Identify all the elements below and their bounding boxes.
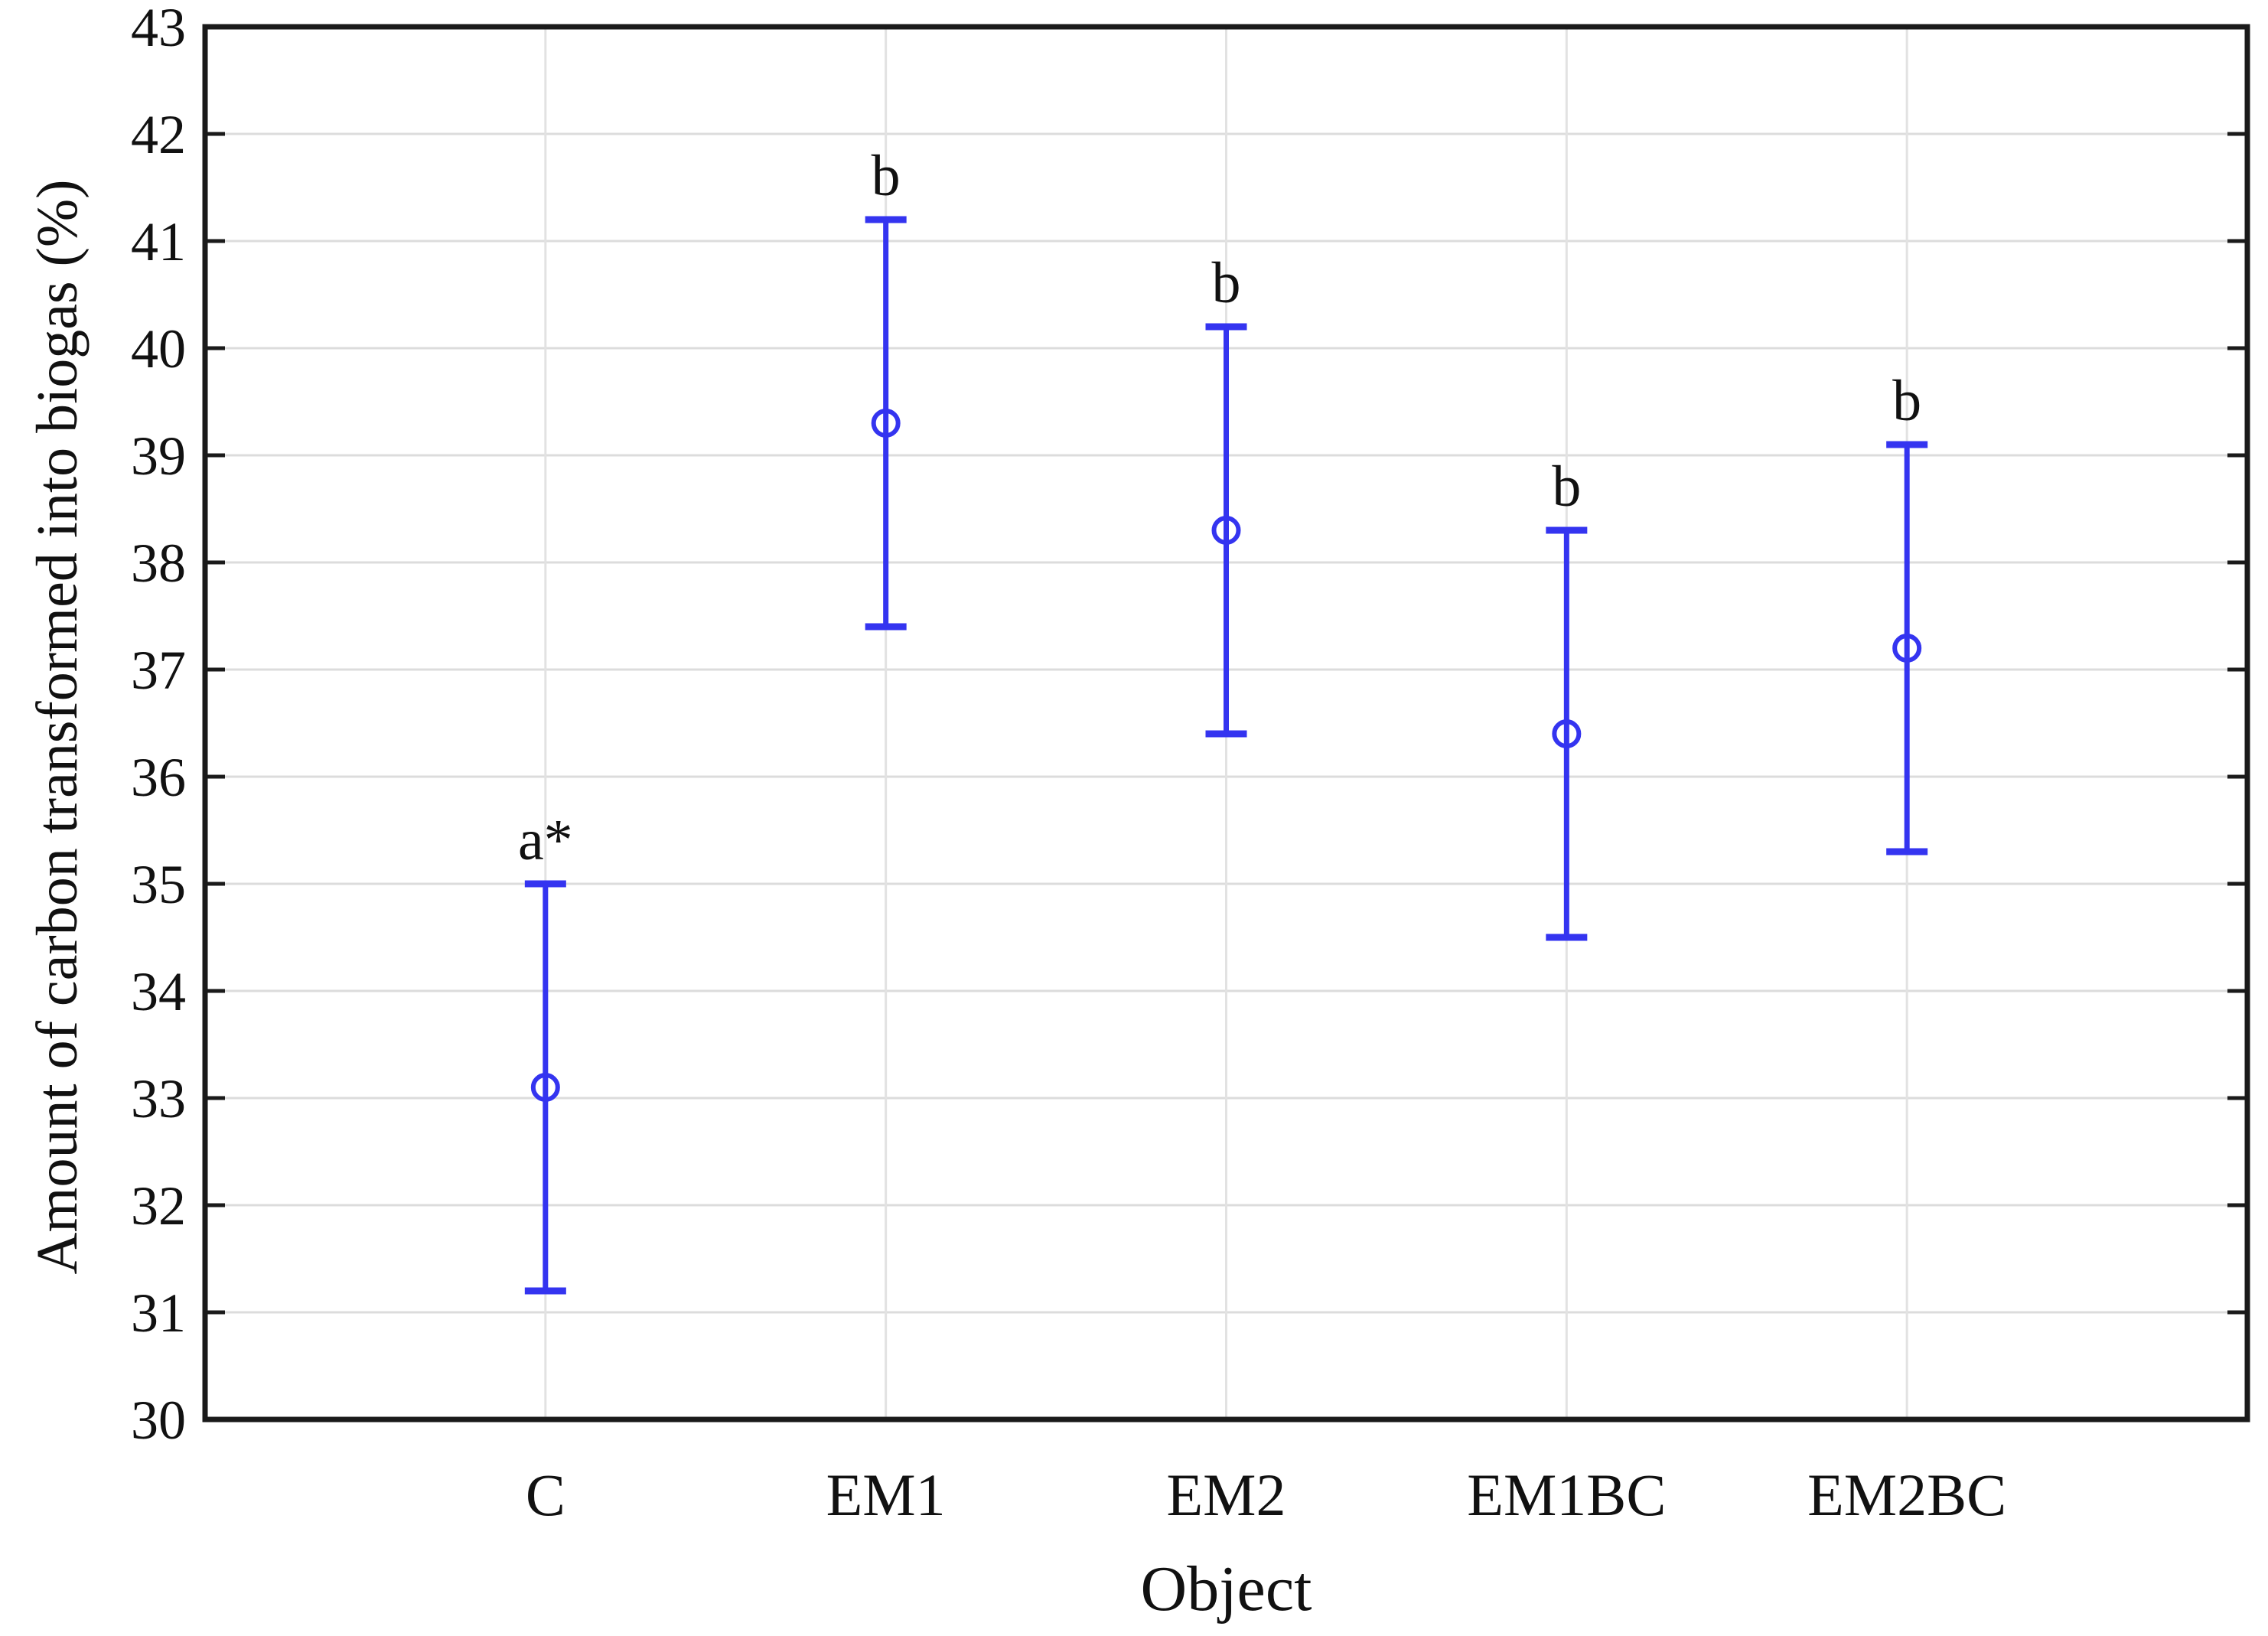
annotation-EM2BC: b: [1892, 369, 1921, 433]
y-tick-label-40: 40: [131, 318, 186, 380]
point-marker-EM1BC: [1552, 719, 1582, 748]
y-tick-label-35: 35: [131, 854, 186, 915]
x-category-label-EM1: EM1: [826, 1462, 946, 1528]
point-marker-EM1: [871, 409, 901, 438]
y-tick-label-37: 37: [131, 640, 186, 701]
x-category-label-EM2BC: EM2BC: [1807, 1462, 2006, 1528]
annotation-C: a*: [518, 808, 573, 872]
y-tick-label-34: 34: [131, 961, 186, 1022]
y-tick-label-41: 41: [131, 211, 186, 272]
annotation-EM1: b: [872, 144, 901, 208]
y-tick-label-36: 36: [131, 747, 186, 808]
y-tick-label-43: 43: [131, 0, 186, 58]
point-marker-EM2: [1211, 516, 1241, 545]
annotation-EM1BC: b: [1552, 455, 1581, 519]
y-tick-label-42: 42: [131, 104, 186, 165]
x-axis-title: Object: [1140, 1553, 1312, 1625]
y-tick-label-39: 39: [131, 425, 186, 487]
y-tick-label-32: 32: [131, 1175, 186, 1237]
x-category-label-C: C: [526, 1462, 565, 1528]
point-marker-C: [530, 1073, 560, 1102]
y-tick-label-31: 31: [131, 1282, 186, 1344]
plot-border: [202, 24, 2250, 1423]
y-axis-title: Amount of carbon transformed into biogas…: [25, 179, 90, 1275]
x-category-label-EM2: EM2: [1167, 1462, 1286, 1528]
point-marker-EM2BC: [1892, 634, 1922, 663]
x-category-label-EM1BC: EM1BC: [1467, 1462, 1666, 1528]
annotation-EM2: b: [1212, 251, 1241, 315]
y-tick-label-38: 38: [131, 533, 186, 594]
y-tick-label-30: 30: [131, 1390, 186, 1451]
y-tick-label-33: 33: [131, 1068, 186, 1129]
